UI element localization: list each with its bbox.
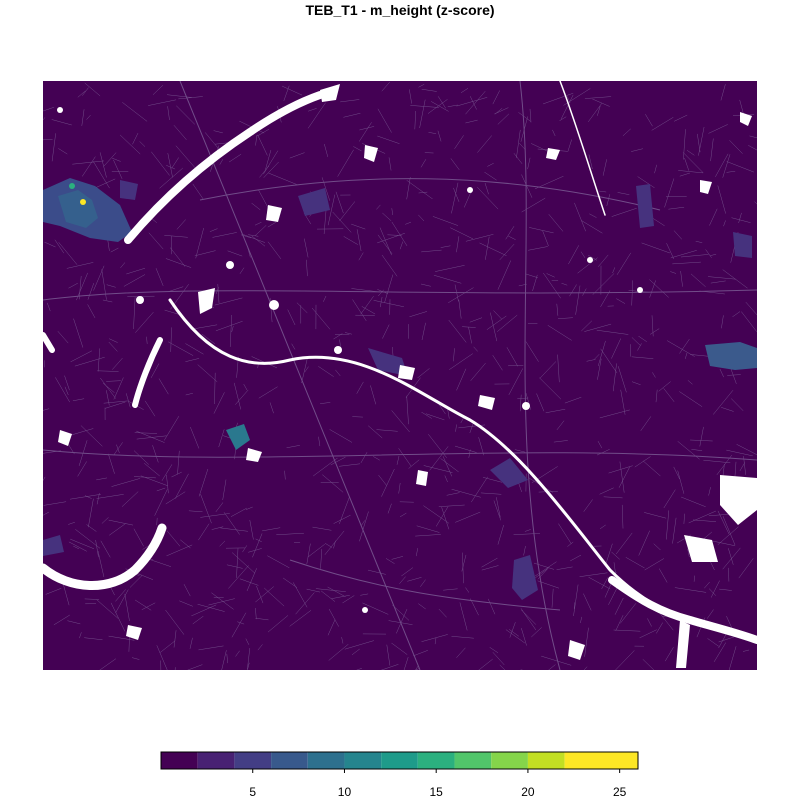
boulevard: [289, 559, 561, 611]
empty-area: [637, 287, 643, 293]
legend-swatch: [564, 752, 638, 769]
empty-area: [546, 148, 560, 160]
high-zone-east: [705, 342, 757, 370]
legend-border: [160, 751, 639, 770]
empty-area: [269, 300, 279, 310]
boulevard: [199, 178, 661, 211]
legend-swatch: [454, 752, 492, 769]
legend-tick-label: 10: [338, 785, 352, 799]
high-zone-north: [298, 188, 330, 216]
empty-area: [740, 112, 752, 126]
west-gap: [43, 332, 55, 353]
legend-swatch: [197, 752, 235, 769]
empty-area: [522, 402, 530, 410]
river-and-gaps: [43, 81, 757, 644]
empty-area: [198, 288, 215, 314]
legend-tick-label: 25: [613, 785, 627, 799]
empty-area: [320, 84, 340, 102]
empty-area: [416, 470, 428, 486]
empty-area: [467, 187, 473, 193]
high-zone-center: [368, 348, 408, 376]
seine-river-southwest: [43, 523, 167, 590]
empty-area: [58, 430, 72, 446]
boulevard: [43, 289, 757, 301]
legend-swatch: [527, 752, 565, 769]
empty-area: [226, 261, 234, 269]
empty-area: [676, 620, 690, 668]
empty-area: [136, 296, 144, 304]
canal-north: [559, 81, 606, 216]
map-title: TEB_T1 - m_height (z-score): [305, 2, 495, 18]
empty-area: [362, 607, 368, 613]
street-segments: [43, 81, 757, 670]
high-zone-southwest: [226, 424, 250, 450]
empty-areas: [57, 84, 757, 668]
legend-tick-label: 15: [430, 785, 444, 799]
legend-swatch: [381, 752, 418, 769]
empty-area: [57, 107, 63, 113]
legend-swatch: [271, 752, 308, 769]
empty-area: [700, 180, 712, 194]
empty-area: [478, 395, 495, 410]
empty-area: [587, 257, 593, 263]
seine-river-east: [608, 576, 757, 644]
bois-gap: [132, 337, 163, 408]
seine-river-central: [168, 298, 702, 627]
high-zone-north-2: [120, 180, 138, 200]
high-zone-west: [43, 535, 64, 556]
empty-area: [398, 365, 415, 380]
peak-cell-teal: [69, 183, 75, 189]
high-zone-south: [512, 555, 538, 600]
high-zone-northeast: [636, 184, 654, 228]
legend-swatch: [307, 752, 345, 769]
peak-cell-yellow: [80, 199, 86, 205]
legend-swatch: [234, 752, 272, 769]
legend-tick-label: 5: [249, 785, 256, 799]
boulevard: [43, 449, 757, 461]
boulevard: [519, 81, 561, 670]
legend-tick-label: 20: [521, 785, 535, 799]
seine-river-north: [124, 91, 324, 244]
high-zone-east-small: [733, 232, 752, 258]
legend-swatch: [417, 752, 455, 769]
legend-swatch: [161, 752, 198, 769]
legend-swatch: [344, 752, 382, 769]
high-zone-southeast: [490, 458, 528, 488]
map-panel: [43, 81, 757, 670]
empty-area: [334, 346, 342, 354]
empty-area: [568, 640, 585, 660]
empty-area: [720, 475, 757, 525]
color-legend: 5 10 15 20 25: [160, 751, 639, 799]
empty-area: [684, 535, 718, 562]
elevated-blocks: [43, 178, 757, 600]
street-network: [43, 81, 757, 670]
legend-swatch: [491, 752, 528, 769]
empty-area: [126, 625, 142, 640]
high-zone-northwest-inner: [58, 190, 98, 228]
empty-area: [246, 448, 262, 462]
empty-area: [266, 205, 282, 222]
empty-area: [364, 145, 378, 162]
